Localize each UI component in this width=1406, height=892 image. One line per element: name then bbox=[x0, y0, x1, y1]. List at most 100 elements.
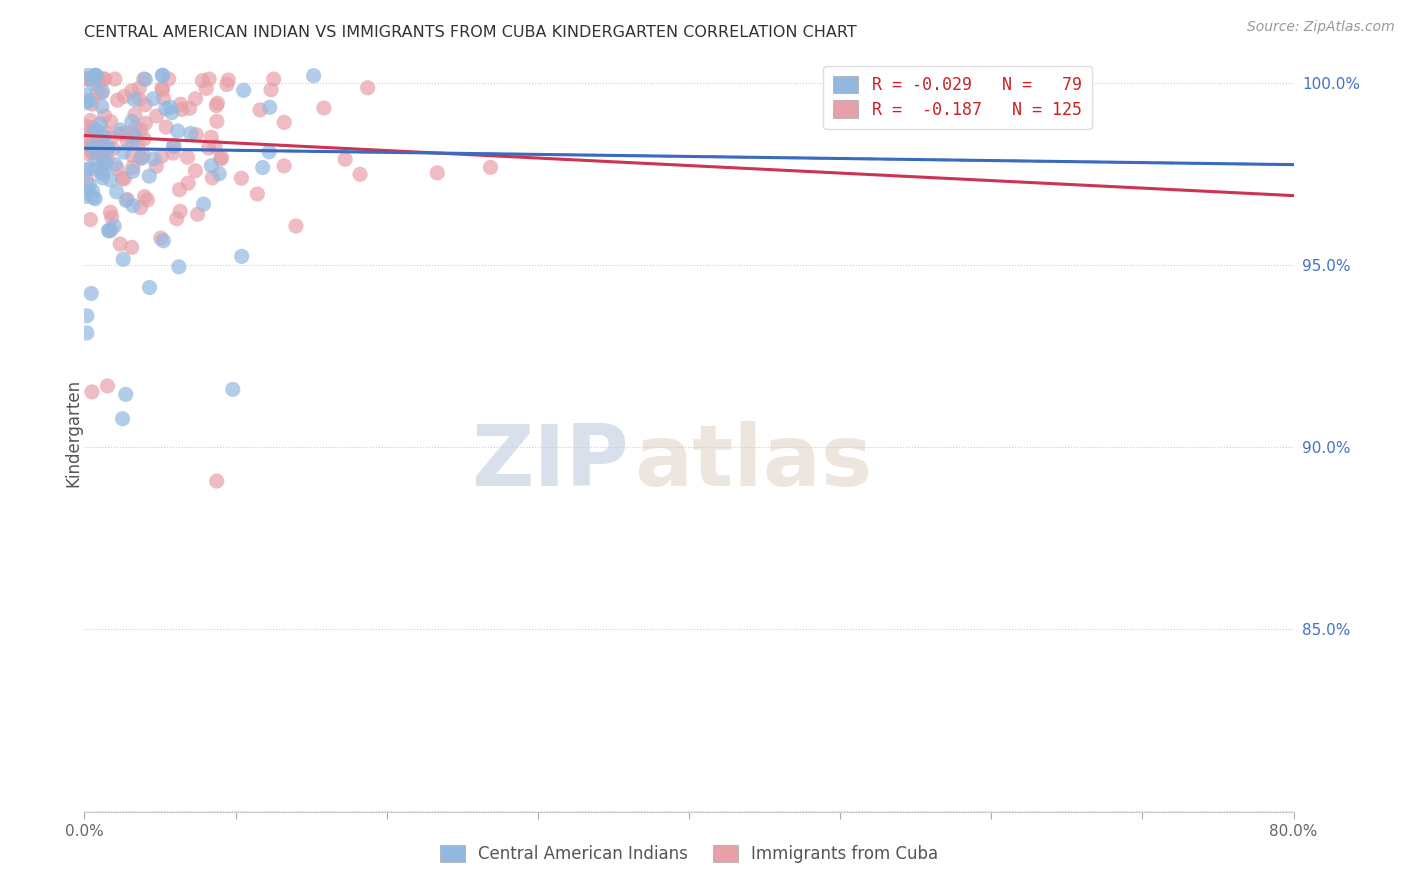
Point bbox=[132, 72, 155, 87]
Point bbox=[152, 69, 174, 83]
Point bbox=[79, 212, 101, 227]
Point bbox=[150, 149, 173, 163]
Point bbox=[121, 240, 143, 254]
Point bbox=[479, 161, 502, 175]
Point bbox=[84, 192, 107, 206]
Point bbox=[155, 102, 177, 116]
Point bbox=[169, 183, 191, 197]
Point bbox=[77, 69, 100, 83]
Point bbox=[222, 383, 245, 397]
Point bbox=[75, 162, 97, 177]
Point bbox=[93, 163, 115, 178]
Point bbox=[121, 148, 143, 162]
Point bbox=[76, 309, 98, 323]
Point bbox=[84, 141, 107, 155]
Point bbox=[87, 72, 110, 87]
Point bbox=[90, 128, 112, 142]
Point bbox=[163, 139, 186, 153]
Point bbox=[198, 72, 221, 87]
Point bbox=[134, 189, 156, 203]
Point bbox=[134, 116, 156, 130]
Point bbox=[129, 151, 152, 165]
Point bbox=[129, 123, 152, 137]
Point bbox=[209, 152, 232, 166]
Text: Source: ZipAtlas.com: Source: ZipAtlas.com bbox=[1247, 20, 1395, 34]
Point bbox=[124, 93, 146, 107]
Point bbox=[93, 148, 115, 162]
Point bbox=[232, 83, 254, 97]
Point bbox=[231, 171, 253, 186]
Point bbox=[132, 148, 155, 162]
Point bbox=[93, 109, 115, 123]
Point bbox=[105, 185, 128, 199]
Point bbox=[129, 201, 152, 215]
Point bbox=[94, 143, 117, 157]
Point bbox=[76, 326, 98, 340]
Point bbox=[112, 89, 135, 103]
Point bbox=[215, 78, 238, 92]
Point bbox=[138, 169, 160, 183]
Point bbox=[128, 81, 150, 95]
Point bbox=[180, 127, 202, 141]
Point bbox=[145, 160, 167, 174]
Point bbox=[302, 69, 325, 83]
Point bbox=[195, 81, 218, 95]
Point bbox=[257, 145, 280, 159]
Point bbox=[93, 155, 115, 169]
Point bbox=[75, 189, 97, 203]
Point bbox=[273, 159, 295, 173]
Point bbox=[84, 69, 107, 83]
Point bbox=[273, 115, 295, 129]
Point bbox=[134, 72, 156, 87]
Point bbox=[90, 147, 112, 161]
Point bbox=[100, 131, 122, 145]
Point bbox=[177, 176, 200, 190]
Point bbox=[82, 77, 104, 91]
Point bbox=[284, 219, 307, 233]
Point bbox=[115, 194, 138, 208]
Point bbox=[96, 379, 118, 393]
Point bbox=[90, 86, 112, 100]
Point bbox=[77, 72, 100, 87]
Point bbox=[249, 103, 271, 117]
Point bbox=[205, 474, 228, 488]
Point bbox=[152, 82, 174, 96]
Point bbox=[91, 148, 114, 162]
Text: ZIP: ZIP bbox=[471, 421, 628, 505]
Point bbox=[356, 80, 378, 95]
Point bbox=[426, 166, 449, 180]
Point bbox=[80, 145, 103, 160]
Point bbox=[80, 97, 103, 112]
Text: CENTRAL AMERICAN INDIAN VS IMMIGRANTS FROM CUBA KINDERGARTEN CORRELATION CHART: CENTRAL AMERICAN INDIAN VS IMMIGRANTS FR… bbox=[84, 25, 858, 40]
Point bbox=[82, 140, 104, 154]
Point bbox=[82, 120, 104, 135]
Point bbox=[91, 167, 114, 181]
Point bbox=[100, 173, 122, 187]
Point bbox=[143, 152, 166, 166]
Point bbox=[75, 72, 97, 87]
Point bbox=[76, 173, 98, 187]
Point bbox=[82, 190, 104, 204]
Point bbox=[152, 234, 174, 248]
Point bbox=[162, 146, 184, 161]
Legend: Central American Indians, Immigrants from Cuba: Central American Indians, Immigrants fro… bbox=[432, 837, 946, 871]
Point bbox=[131, 151, 153, 165]
Point bbox=[80, 286, 103, 301]
Point bbox=[138, 280, 160, 294]
Point bbox=[142, 92, 165, 106]
Point bbox=[86, 131, 108, 145]
Point bbox=[114, 171, 136, 186]
Point bbox=[149, 231, 172, 245]
Point bbox=[84, 69, 107, 83]
Point bbox=[104, 158, 127, 172]
Point bbox=[184, 163, 207, 178]
Point bbox=[76, 146, 98, 161]
Point bbox=[79, 161, 101, 176]
Point bbox=[252, 161, 274, 175]
Point bbox=[84, 69, 107, 83]
Point bbox=[170, 97, 193, 112]
Point bbox=[82, 72, 104, 87]
Point bbox=[97, 142, 120, 156]
Point bbox=[97, 141, 120, 155]
Point bbox=[75, 88, 97, 103]
